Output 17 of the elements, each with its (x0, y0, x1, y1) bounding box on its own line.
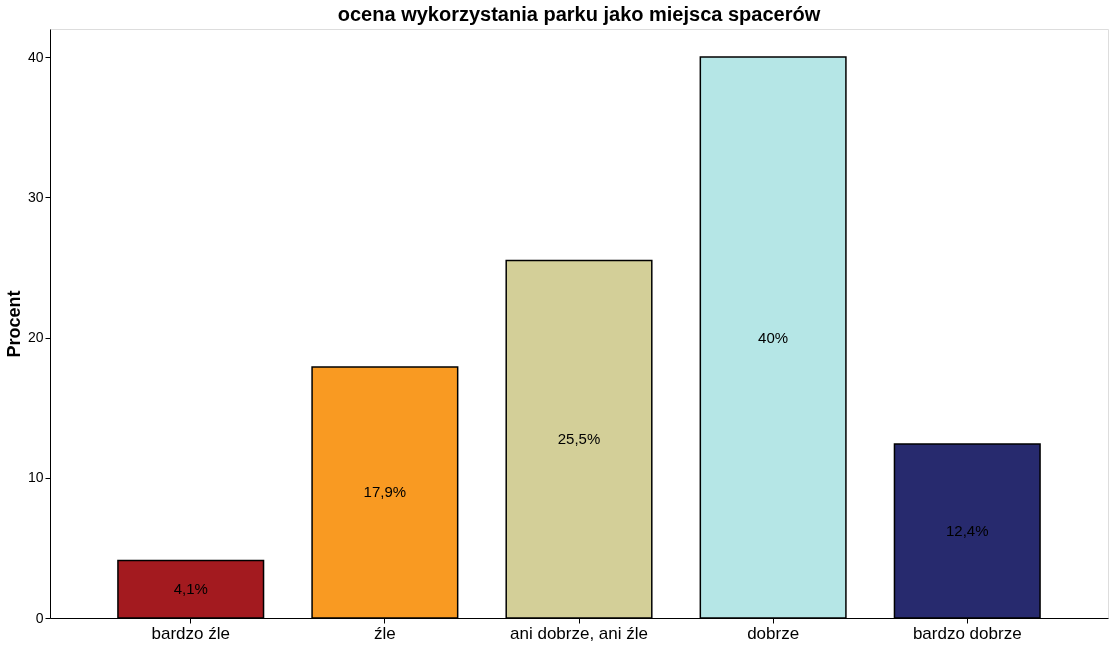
data-label: 40% (758, 328, 789, 346)
y-axis-title: Procent (3, 290, 24, 358)
data-label: 25,5% (557, 430, 601, 448)
x-tick-label: źle (374, 623, 396, 643)
chart-title: ocena wykorzystania parku jako miejsca spacerów (337, 3, 821, 25)
x-tick-label: bardzo dobrze (912, 623, 1022, 643)
y-tick-label: 20 (27, 329, 44, 346)
x-tick-label: dobrze (747, 623, 800, 643)
y-tick-label: 40 (27, 48, 44, 65)
x-tick-label: ani dobrze, ani źle (510, 623, 648, 643)
data-label: 17,9% (363, 483, 407, 501)
x-tick-label: bardzo źle (151, 623, 230, 643)
y-tick-label: 0 (35, 609, 44, 626)
y-tick-label: 30 (27, 188, 44, 205)
data-label: 4,1% (173, 580, 208, 598)
data-label: 12,4% (945, 522, 989, 540)
y-tick-label: 10 (27, 469, 44, 486)
